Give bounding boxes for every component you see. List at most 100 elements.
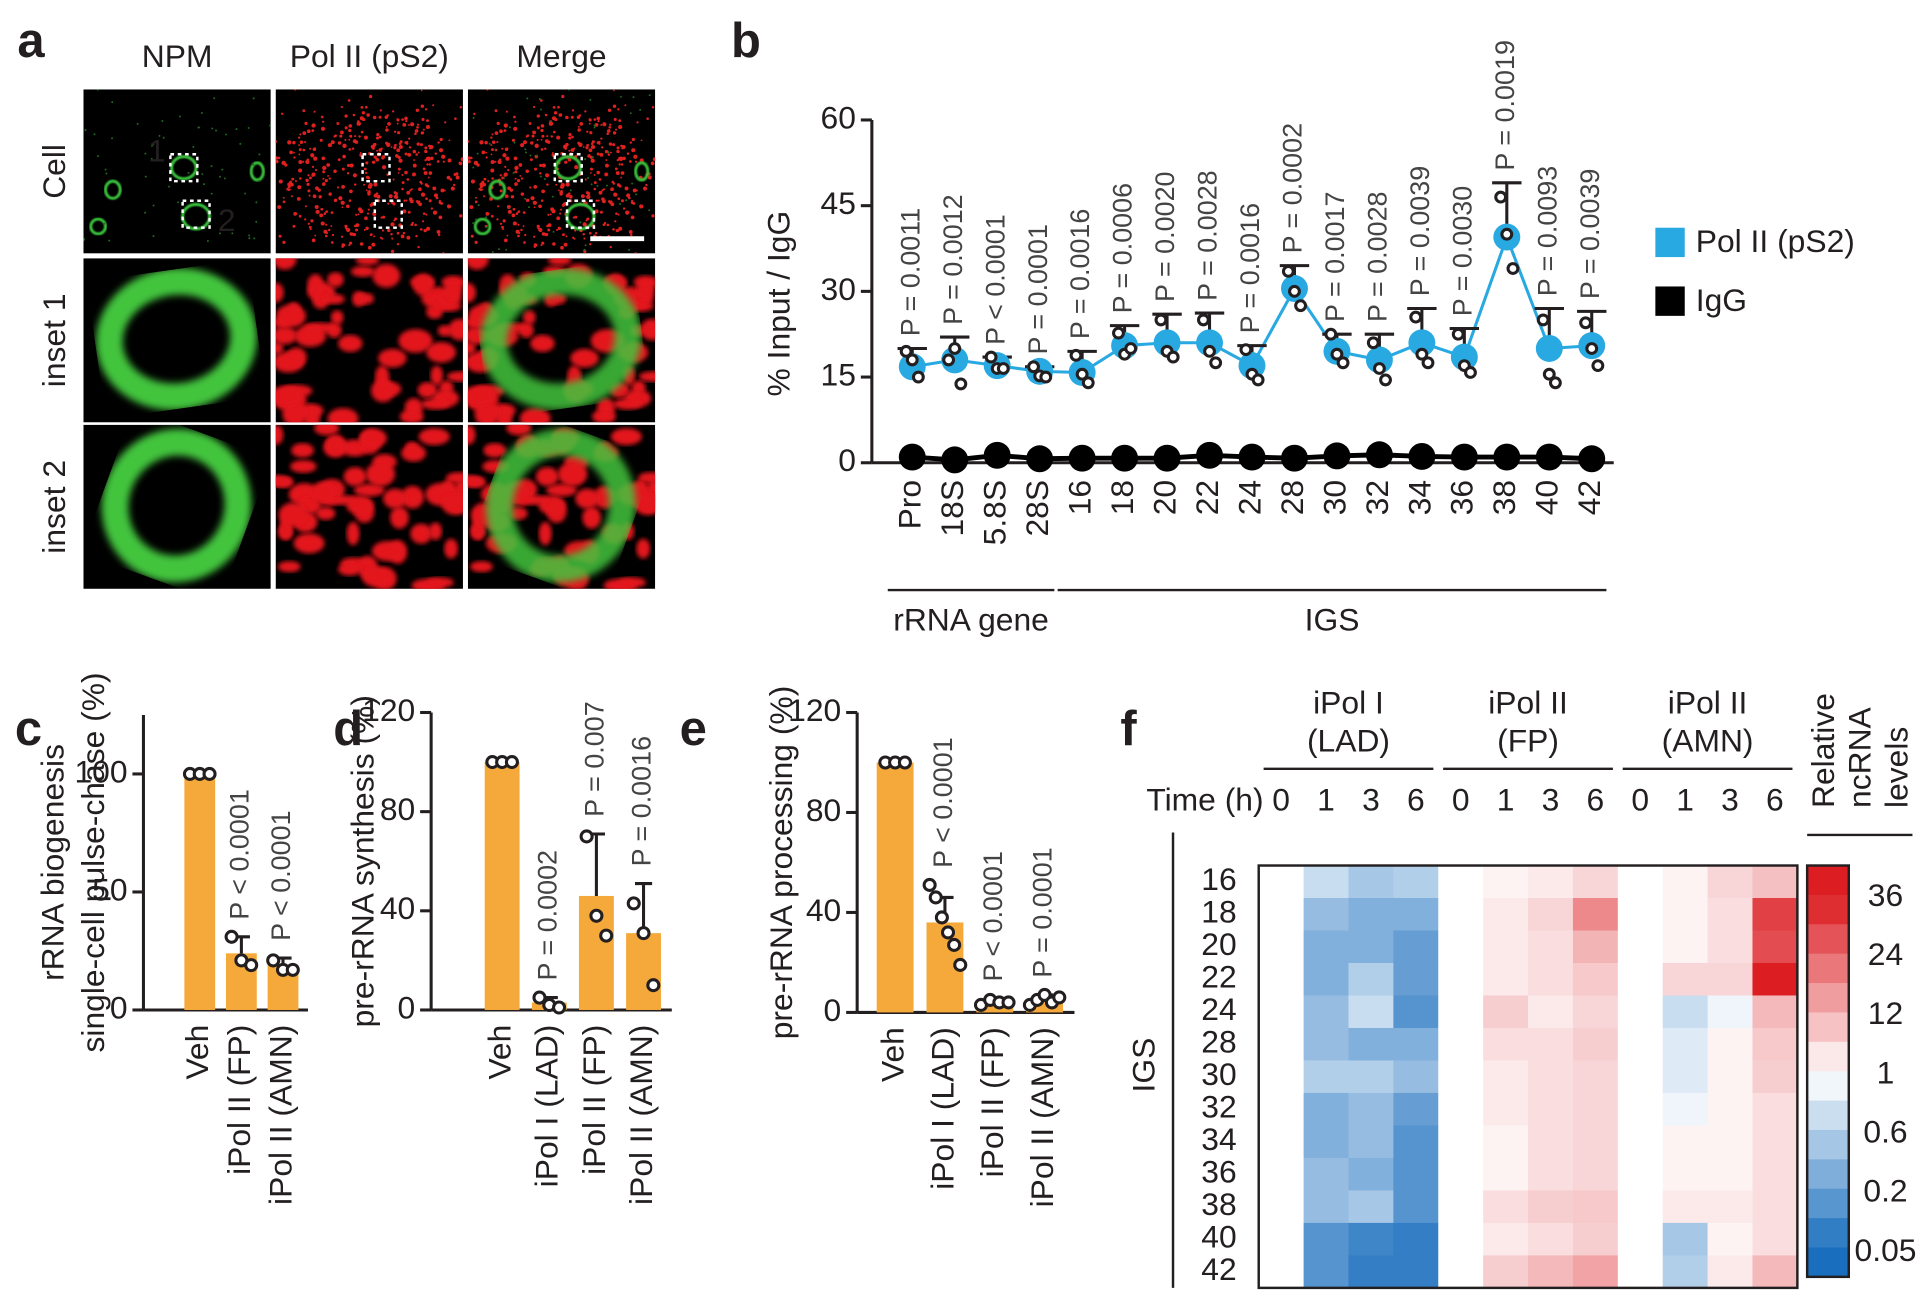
heatmap-cell (1707, 1157, 1754, 1192)
nucleolus (488, 179, 507, 200)
speckle (557, 226, 561, 231)
speckle (612, 104, 617, 108)
speckle (552, 242, 556, 246)
colorbar-title: ncRNA (1842, 706, 1878, 808)
speckle (590, 183, 593, 186)
data-point (1408, 443, 1436, 470)
speckle (396, 231, 400, 235)
speckle (390, 222, 395, 227)
heatmap-cell (1707, 930, 1754, 964)
speckle (334, 134, 337, 137)
speckle (544, 147, 547, 150)
blob (359, 428, 387, 448)
data-point (1153, 329, 1181, 357)
speckle (513, 126, 518, 131)
speckle (385, 125, 388, 128)
speckle (380, 216, 383, 219)
replicate-point (1075, 367, 1089, 381)
speckle (615, 212, 618, 215)
column-header: Pol II (pS2) (290, 38, 449, 74)
speckle (83, 238, 85, 241)
blob (417, 382, 438, 398)
p-value: P < 0.0001 (980, 214, 1010, 344)
speckle (306, 129, 311, 134)
speckle (490, 168, 495, 173)
speckle (642, 186, 648, 191)
speckle (557, 105, 560, 109)
speckle (398, 144, 403, 150)
speckle (396, 122, 399, 125)
speckle (560, 245, 564, 250)
blob (278, 502, 308, 527)
heatmap-cell (1752, 865, 1798, 899)
speckle (351, 147, 355, 150)
speckle (450, 186, 455, 191)
colorbar-step (1807, 1218, 1849, 1249)
speckle (590, 158, 595, 163)
speckle (519, 174, 522, 177)
heatmap-cell (1572, 1190, 1619, 1224)
speckle (289, 150, 293, 155)
speckle (514, 183, 517, 186)
speckle (282, 240, 286, 244)
speckle (499, 189, 503, 193)
speckle (443, 189, 446, 192)
speckle (330, 211, 334, 215)
heatmap-cell (1707, 1190, 1754, 1224)
speckle (536, 154, 538, 157)
speckle (610, 187, 614, 192)
speckle (597, 120, 600, 123)
speckle (617, 197, 621, 201)
nucleolus-ring (101, 428, 252, 583)
speckle (626, 152, 630, 155)
speckle (588, 118, 592, 122)
speckle (590, 167, 594, 171)
speckle (600, 146, 604, 149)
speckle (298, 214, 302, 218)
replicate-point (1372, 362, 1386, 375)
speckle (609, 151, 612, 154)
speckle (593, 126, 596, 129)
p-value: P = 0.0002 (532, 850, 562, 981)
speckle (372, 142, 377, 147)
colorbar-step (1807, 865, 1849, 896)
speckle (203, 183, 206, 186)
speckle (330, 241, 334, 244)
p-value: P = 0.0039 (1405, 166, 1435, 296)
speckle (235, 128, 238, 131)
error-bar (587, 832, 605, 896)
speckle (439, 137, 443, 142)
data-point (1450, 443, 1478, 471)
data-point (1493, 443, 1521, 471)
blob (636, 538, 651, 559)
speckle (352, 173, 357, 178)
speckle (221, 168, 224, 171)
speckle (568, 89, 571, 91)
speckle (510, 195, 515, 199)
speckle (520, 228, 523, 232)
speckle (416, 126, 419, 129)
speckle (651, 214, 655, 218)
speckle (358, 135, 361, 138)
replicate-point (940, 925, 956, 940)
speckle (639, 204, 644, 209)
speckle (617, 108, 620, 111)
speckle (311, 165, 315, 168)
replicate-point (922, 877, 937, 892)
replicate-point (636, 926, 651, 941)
heatmap-cell (1572, 930, 1619, 964)
speckle (398, 158, 403, 163)
speckle (337, 141, 342, 145)
speckle (341, 167, 345, 171)
blob (441, 493, 463, 516)
speckle (384, 115, 388, 119)
colorbar-step (1807, 924, 1849, 955)
heatmap-cell (1348, 1027, 1394, 1062)
blob (399, 409, 424, 423)
speckle (356, 121, 361, 126)
speckle (630, 201, 634, 204)
speckle (485, 212, 490, 216)
speckle (307, 174, 310, 177)
replicate-point (1027, 360, 1040, 374)
speckle (609, 200, 613, 204)
